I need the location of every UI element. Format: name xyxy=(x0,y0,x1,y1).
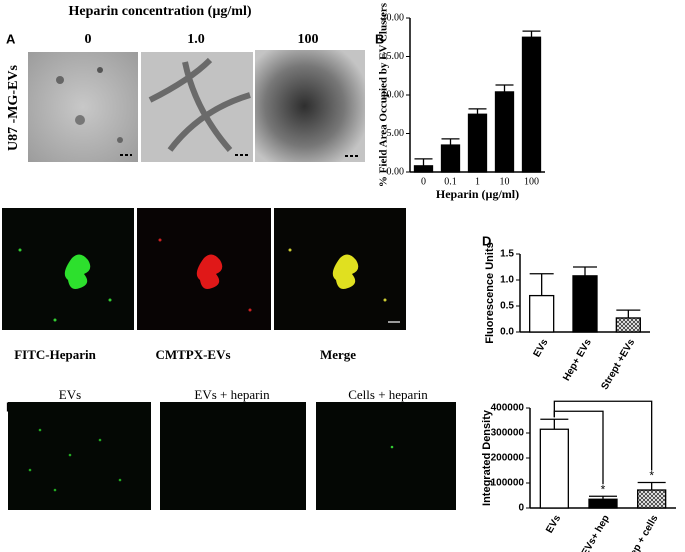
bar xyxy=(529,294,555,333)
panel-letter: A xyxy=(6,31,16,46)
y-tick-label: 15.00 xyxy=(382,51,405,62)
annotation: * xyxy=(649,469,654,483)
y-axis-label: % Field Area Occupied by EV Clusters xyxy=(378,2,390,187)
x-tick-label: Hep + cells xyxy=(625,513,661,552)
caption: EVs xyxy=(59,387,81,402)
micrograph xyxy=(274,208,406,330)
caption: EVs + heparin xyxy=(194,387,270,402)
y-tick-label: 300000 xyxy=(491,428,525,439)
bar xyxy=(413,165,434,173)
x-tick-label: 0 xyxy=(421,176,426,187)
caption: CMTPX-EVs xyxy=(155,347,230,362)
panel-letter: B xyxy=(375,31,384,46)
annotation: * xyxy=(601,482,606,496)
bar xyxy=(615,317,641,333)
x-tick-label: 0.1 xyxy=(444,176,457,187)
y-tick-label: 1.5 xyxy=(500,249,514,260)
micrograph xyxy=(255,50,365,162)
micrograph xyxy=(137,208,271,330)
x-tick-label: Strept +EVs xyxy=(599,337,637,392)
caption: Merge xyxy=(320,347,356,362)
column-label: 1.0 xyxy=(187,32,205,47)
bar xyxy=(539,428,569,509)
column-label: 100 xyxy=(298,32,319,47)
caption: FITC-Heparin xyxy=(14,347,96,362)
y-axis-label: Fluorescence Units xyxy=(484,242,496,343)
x-tick-label: Hep+ EVs xyxy=(561,337,594,383)
bar xyxy=(637,489,667,509)
micrograph xyxy=(2,208,134,330)
y-tick-label: 0.0 xyxy=(500,327,514,338)
micrograph xyxy=(28,52,138,162)
y-tick-label: 5.00 xyxy=(387,128,405,139)
micrograph xyxy=(160,402,306,510)
micrograph xyxy=(141,52,253,162)
bar xyxy=(588,498,618,509)
row-label: U87 -MG-EVs xyxy=(6,64,21,150)
x-tick-label: 100 xyxy=(524,176,539,187)
x-tick-label: EVs+ hep xyxy=(580,513,612,552)
bar xyxy=(467,113,488,173)
x-tick-label: 10 xyxy=(500,176,510,187)
bar xyxy=(440,144,461,173)
y-axis-label: Integrated Density xyxy=(481,409,493,506)
micrograph xyxy=(316,402,456,510)
bar xyxy=(521,36,542,173)
bar xyxy=(572,275,598,333)
micrograph xyxy=(8,402,151,510)
y-tick-label: 0.5 xyxy=(500,301,514,312)
y-tick-label: 10.00 xyxy=(382,89,405,100)
y-tick-label: 400000 xyxy=(491,403,525,414)
significance-bracket xyxy=(553,400,653,471)
column-label: 0 xyxy=(85,32,92,47)
caption: Cells + heparin xyxy=(348,387,428,402)
y-tick-label: 20.00 xyxy=(382,12,405,23)
y-tick-label: 0.00 xyxy=(387,166,405,177)
x-tick-label: EVs xyxy=(532,337,551,359)
y-tick-label: 0 xyxy=(518,503,524,514)
bar xyxy=(494,91,515,173)
heading: Heparin concentration (µg/ml) xyxy=(68,4,251,19)
y-tick-label: 1.0 xyxy=(500,275,514,286)
y-tick-label: 200000 xyxy=(491,453,525,464)
panel-letter: D xyxy=(482,233,491,248)
x-tick-label: EVs xyxy=(544,513,563,535)
x-tick-label: 1 xyxy=(475,176,480,187)
x-axis-label: Heparin (µg/ml) xyxy=(436,187,519,201)
y-tick-label: 100000 xyxy=(491,478,525,489)
